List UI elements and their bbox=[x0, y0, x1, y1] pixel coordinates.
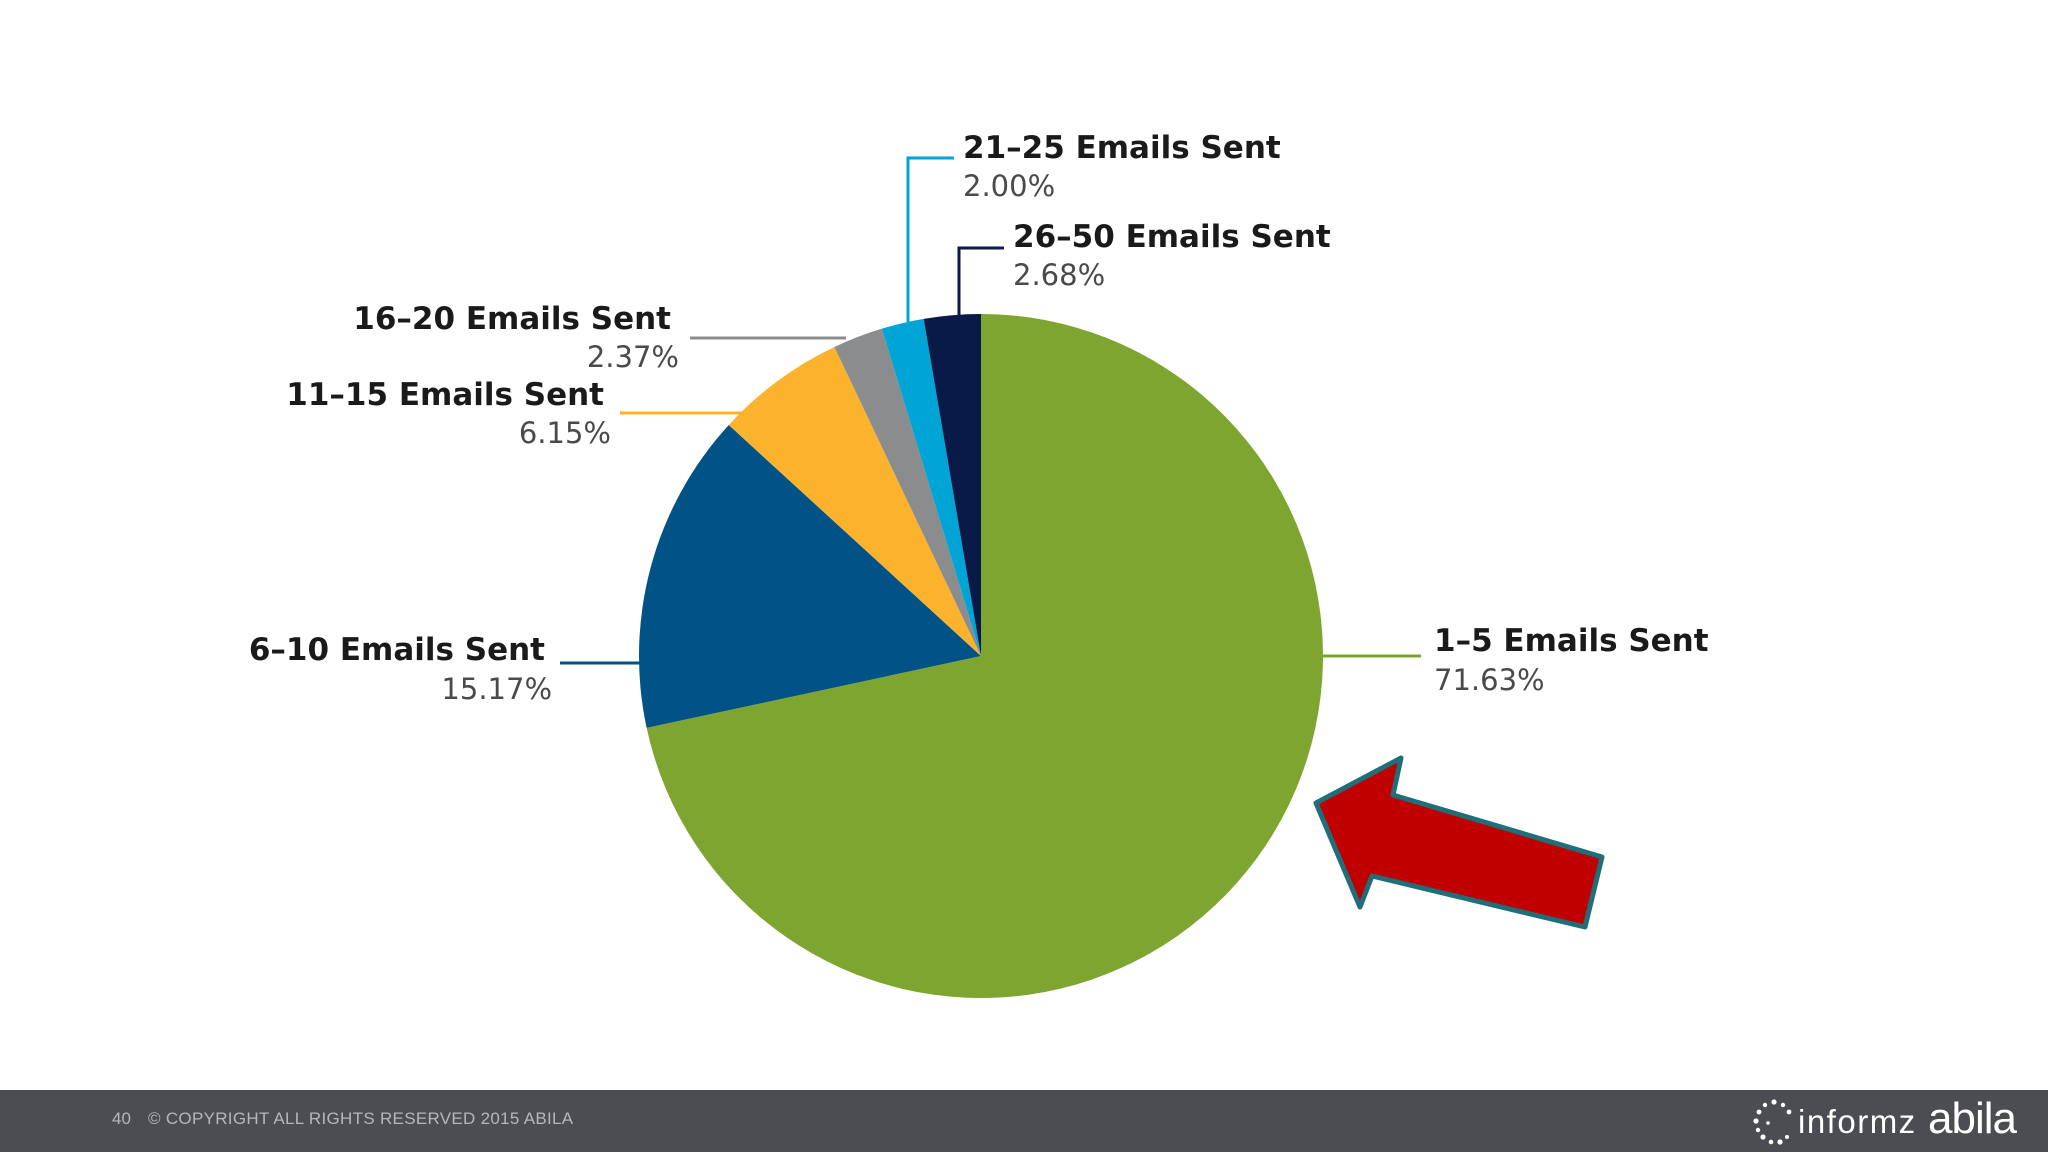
slice-percent-label: 2.00% bbox=[963, 169, 1055, 203]
pie-slice bbox=[646, 314, 1324, 998]
abila-logo: abila bbox=[1928, 1094, 2017, 1143]
leader-line bbox=[906, 156, 954, 322]
informz-logo: informz bbox=[1752, 1098, 1917, 1146]
informz-wordmark: informz bbox=[1798, 1103, 1917, 1140]
slice-label: 1–5 Emails Sent bbox=[1434, 623, 1709, 659]
copyright-notice: © COPYRIGHT ALL RIGHTS RESERVED 2015 ABI… bbox=[148, 1109, 574, 1128]
footer-bar: 40 © COPYRIGHT ALL RIGHTS RESERVED 2015 … bbox=[0, 1090, 2048, 1152]
informz-dots-icon bbox=[1753, 1099, 1792, 1145]
pie-slice bbox=[881, 318, 981, 656]
pie-slice bbox=[834, 328, 981, 656]
slice-percent-label: 71.63% bbox=[1434, 663, 1545, 697]
slice-percent-label: 6.15% bbox=[519, 416, 611, 450]
pie-slice bbox=[923, 314, 981, 656]
slice-label: 6–10 Emails Sent bbox=[249, 632, 545, 668]
pie-slice bbox=[639, 425, 981, 728]
page-number: 40 bbox=[112, 1109, 131, 1128]
red-arrow-icon bbox=[1313, 755, 1605, 930]
pie-slice bbox=[728, 347, 981, 656]
slice-label: 26–50 Emails Sent bbox=[1013, 219, 1331, 255]
leader-line bbox=[957, 246, 1004, 315]
slice-percent-label: 15.17% bbox=[441, 672, 552, 706]
slice-label: 21–25 Emails Sent bbox=[963, 130, 1281, 166]
slice-label: 11–15 Emails Sent bbox=[286, 377, 604, 413]
slice-percent-label: 2.37% bbox=[587, 340, 679, 374]
slice-percent-label: 2.68% bbox=[1013, 258, 1105, 292]
slice-label: 16–20 Emails Sent bbox=[353, 301, 671, 337]
